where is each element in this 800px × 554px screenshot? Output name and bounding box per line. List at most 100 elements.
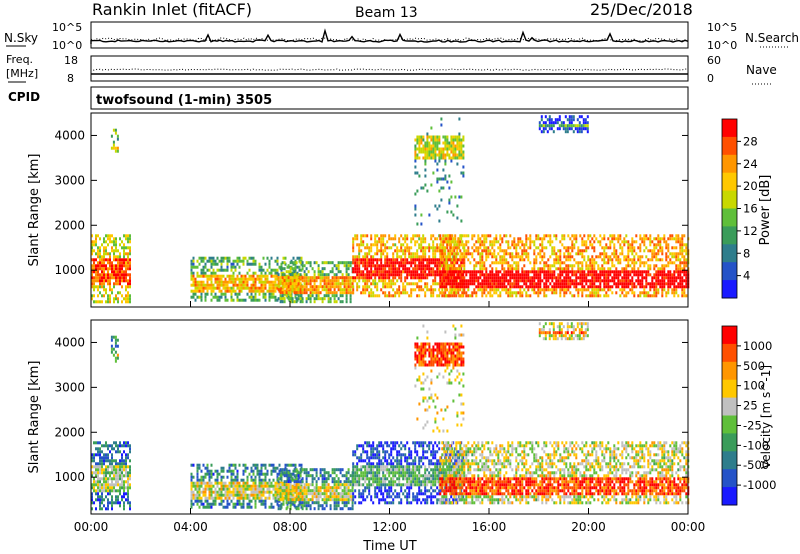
heatmap-cell [117, 291, 119, 295]
heatmap-cell [675, 234, 678, 238]
heatmap-cell [220, 256, 223, 260]
heatmap-cell [525, 273, 528, 277]
heatmap-cell [483, 267, 486, 271]
heatmap-cell [491, 267, 494, 271]
heatmap-cell [113, 486, 115, 490]
heatmap-cell [97, 486, 99, 490]
heatmap-cell [234, 493, 237, 497]
heatmap-cell [406, 267, 409, 271]
heatmap-cell [462, 288, 465, 292]
heatmap-cell [463, 276, 466, 280]
heatmap-cell [661, 249, 664, 253]
heatmap-cell [91, 276, 93, 280]
heatmap-cell [272, 484, 275, 488]
heatmap-cell [584, 121, 587, 125]
heatmap-cell [272, 496, 275, 500]
heatmap-cell [230, 289, 233, 293]
heatmap-cell [579, 270, 582, 274]
heatmap-cell [113, 255, 115, 259]
heatmap-cell [479, 258, 482, 262]
heatmap-cell [623, 237, 626, 241]
heatmap-cell [446, 150, 449, 154]
heatmap-cell [428, 144, 431, 148]
heatmap-cell [479, 288, 482, 292]
heatmap-cell [125, 288, 127, 292]
heatmap-cell [445, 258, 448, 262]
heatmap-cell [321, 285, 324, 289]
heatmap-cell [483, 240, 486, 244]
heatmap-cell [240, 274, 243, 278]
heatmap-cell [115, 282, 117, 286]
heatmap-cell [511, 252, 514, 256]
heatmap-cell [91, 459, 93, 463]
heatmap-cell [567, 285, 570, 289]
heatmap-cell [587, 264, 590, 268]
heatmap-cell [297, 273, 300, 277]
heatmap-cell [368, 273, 371, 277]
heatmap-cell [595, 285, 598, 289]
heatmap-cell [105, 483, 107, 487]
heatmap-cell [450, 144, 453, 148]
heatmap-cell [103, 456, 105, 460]
heatmap-cell [665, 246, 668, 250]
heatmap-cell [347, 264, 350, 268]
heatmap-cell [190, 289, 193, 293]
heatmap-cell [343, 261, 346, 265]
heatmap-cell [426, 147, 429, 151]
heatmap-cell [274, 268, 277, 272]
heatmap-cell [565, 279, 568, 283]
heatmap-cell [390, 267, 393, 271]
heatmap-cell [434, 246, 437, 250]
heatmap-cell [103, 249, 105, 253]
heatmap-cell [503, 261, 506, 265]
colorbar-segment [722, 262, 737, 281]
heatmap-cell [424, 285, 427, 289]
heatmap-cell [311, 288, 314, 292]
heatmap-cell [579, 234, 582, 238]
heatmap-cell [400, 246, 403, 250]
heatmap-cell [101, 507, 103, 511]
heatmap-cell [262, 502, 265, 506]
heatmap-cell [250, 289, 253, 293]
heatmap-cell [264, 286, 267, 290]
heatmap-cell [101, 243, 103, 247]
heatmap-cell [127, 267, 129, 271]
heatmap-cell [109, 492, 111, 496]
heatmap-cell [107, 282, 109, 286]
heatmap-cell [519, 294, 522, 298]
heatmap-cell [113, 447, 115, 451]
heatmap-cell [228, 493, 231, 497]
heatmap-cell [455, 270, 458, 274]
heatmap-cell [428, 261, 431, 265]
heatmap-cell [667, 246, 670, 250]
heatmap-cell [469, 252, 472, 256]
heatmap-cell [110, 338, 113, 342]
heatmap-cell [305, 300, 308, 304]
heatmap-cell [505, 252, 508, 256]
heatmap-cell [313, 270, 316, 274]
heatmap-cell [101, 273, 103, 277]
heatmap-cell [360, 273, 363, 277]
heatmap-cell [270, 481, 273, 485]
heatmap-cell [374, 282, 377, 286]
heatmap-cell [639, 237, 642, 241]
heatmap-cell [563, 270, 566, 274]
heatmap-cell [254, 487, 257, 491]
heatmap-cell [129, 474, 131, 478]
heatmap-cell [499, 243, 502, 247]
heatmap-cell [601, 264, 604, 268]
heatmap-cell [436, 258, 439, 262]
heatmap-cell [561, 273, 564, 277]
heatmap-cell [127, 486, 129, 490]
heatmap-cell [109, 294, 111, 298]
heatmap-cell [300, 256, 303, 260]
heatmap-cell [114, 128, 117, 132]
heatmap-cell [292, 502, 295, 506]
heatmap-cell [105, 267, 107, 271]
heatmap-cell [661, 294, 664, 298]
heatmap-cell [681, 294, 684, 298]
heatmap-cell [653, 264, 656, 268]
heatmap-cell [459, 249, 462, 253]
heatmap-cell [621, 282, 624, 286]
heatmap-cell [579, 273, 582, 277]
